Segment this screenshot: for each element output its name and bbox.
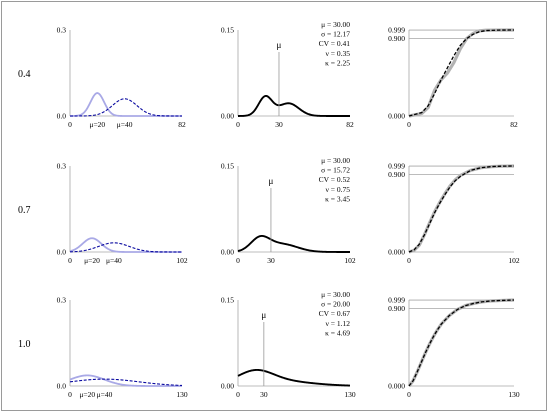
mixture-density-line — [237, 235, 350, 253]
mixture-density-line — [238, 94, 350, 117]
x-tick-label: 130 — [176, 390, 188, 399]
x-tick-label: 0 — [68, 390, 72, 399]
stat-text: CV = 0.41 — [319, 39, 351, 48]
mean-marker-label: μ — [277, 40, 282, 50]
component-mu20-line — [69, 374, 182, 387]
figure-frame — [1, 1, 547, 411]
stat-text: κ = 2.25 — [325, 58, 350, 67]
y-tick-label: 0.15 — [221, 26, 234, 35]
x-tick-label: 0 — [68, 256, 72, 265]
x-tick-label: 0 — [407, 120, 411, 129]
row-label: 0.7 — [18, 205, 31, 216]
stat-text: CV = 0.52 — [319, 175, 351, 184]
x-tick-label: 102 — [508, 256, 520, 265]
cdf-fitted-line — [408, 29, 515, 117]
component-mean-label: μ=20 — [84, 256, 100, 265]
y-tick-label: 0.900 — [388, 34, 405, 43]
stat-text: σ = 12.17 — [321, 30, 350, 39]
stat-text: μ = 30.00 — [321, 20, 350, 29]
cdf-fitted-line — [408, 299, 515, 387]
y-tick-label: 0.15 — [221, 296, 234, 305]
y-tick-label: 0.999 — [388, 162, 405, 171]
x-tick-label: 102 — [176, 256, 188, 265]
component-mean-label: μ=40 — [117, 120, 133, 129]
components-panel-row-2: 0.0 0.3 0 102 0.7 μ=20 μ=40 — [18, 162, 188, 266]
stat-text: ν = 0.35 — [326, 49, 351, 58]
y-tick-label: 0.900 — [388, 170, 405, 179]
mean-marker-label: μ — [261, 310, 266, 320]
mean-marker-label: μ — [269, 176, 274, 186]
component-mu20-line — [69, 237, 182, 253]
cdf-empirical-line — [408, 28, 515, 118]
stat-text: ν = 0.75 — [326, 185, 351, 194]
component-mu40-line — [69, 242, 182, 253]
x-tick-label: 0 — [236, 256, 240, 265]
component-mean-label: μ=20 — [89, 120, 105, 129]
x-tick-label: 0 — [407, 256, 411, 265]
y-tick-label: 0.00 — [221, 112, 234, 121]
row-label: 1.0 — [18, 339, 31, 350]
y-tick-label: 0.3 — [57, 26, 67, 35]
component-mu40-line — [70, 98, 182, 117]
stat-text: κ = 4.69 — [325, 328, 350, 337]
y-tick-label: 0.00 — [221, 382, 234, 391]
x-tick-label: 0 — [68, 120, 72, 129]
x-tick-label: 0 — [407, 390, 411, 399]
y-tick-label: 0.0 — [57, 112, 67, 121]
cdf-fitted-line — [408, 165, 515, 253]
stat-text: CV = 0.67 — [319, 309, 351, 318]
y-tick-label: 0.0 — [57, 248, 67, 257]
x-tick-label: 82 — [510, 120, 518, 129]
y-tick-label: 0.000 — [388, 112, 405, 121]
component-mean-label: μ=40 — [97, 390, 113, 399]
stat-text: μ = 30.00 — [321, 156, 350, 165]
y-tick-label: 0.999 — [388, 26, 405, 35]
y-tick-label: 0.999 — [388, 296, 405, 305]
component-mean-label: μ=20 — [79, 390, 95, 399]
y-tick-label: 0.15 — [221, 162, 234, 171]
y-tick-label: 0.000 — [388, 382, 405, 391]
row-label: 0.4 — [18, 69, 31, 80]
x-tick-label: 130 — [508, 390, 520, 399]
x-tick-label: 30 — [267, 256, 275, 265]
x-tick-label: 30 — [260, 390, 268, 399]
components-panel-row-3: 0.0 0.3 0 130 1.0 μ=20 μ=40 — [18, 296, 188, 400]
x-tick-label: 82 — [346, 120, 354, 129]
y-tick-label: 0.000 — [388, 248, 405, 257]
stat-text: κ = 3.45 — [325, 194, 350, 203]
y-tick-label: 0.3 — [57, 296, 67, 305]
mixture-density-line — [237, 369, 351, 387]
components-panel-row-1: 0.0 0.3 0 82 0.4 μ=20 μ=40 — [18, 26, 186, 130]
stat-text: μ = 30.00 — [321, 290, 350, 299]
x-tick-label: 82 — [178, 120, 186, 129]
y-tick-label: 0.3 — [57, 162, 67, 171]
y-tick-label: 0.0 — [57, 382, 67, 391]
x-tick-label: 0 — [236, 120, 240, 129]
x-tick-label: 0 — [236, 390, 240, 399]
component-mean-label: μ=40 — [106, 256, 122, 265]
stat-text: ν = 1.12 — [326, 319, 351, 328]
y-tick-label: 0.00 — [221, 248, 234, 257]
x-tick-label: 102 — [344, 256, 356, 265]
y-tick-label: 0.900 — [388, 304, 405, 313]
x-tick-label: 30 — [275, 120, 283, 129]
component-mu40-line — [69, 378, 183, 386]
stat-text: σ = 15.72 — [321, 166, 350, 175]
stat-text: σ = 20.00 — [321, 300, 350, 309]
x-tick-label: 130 — [344, 390, 356, 399]
